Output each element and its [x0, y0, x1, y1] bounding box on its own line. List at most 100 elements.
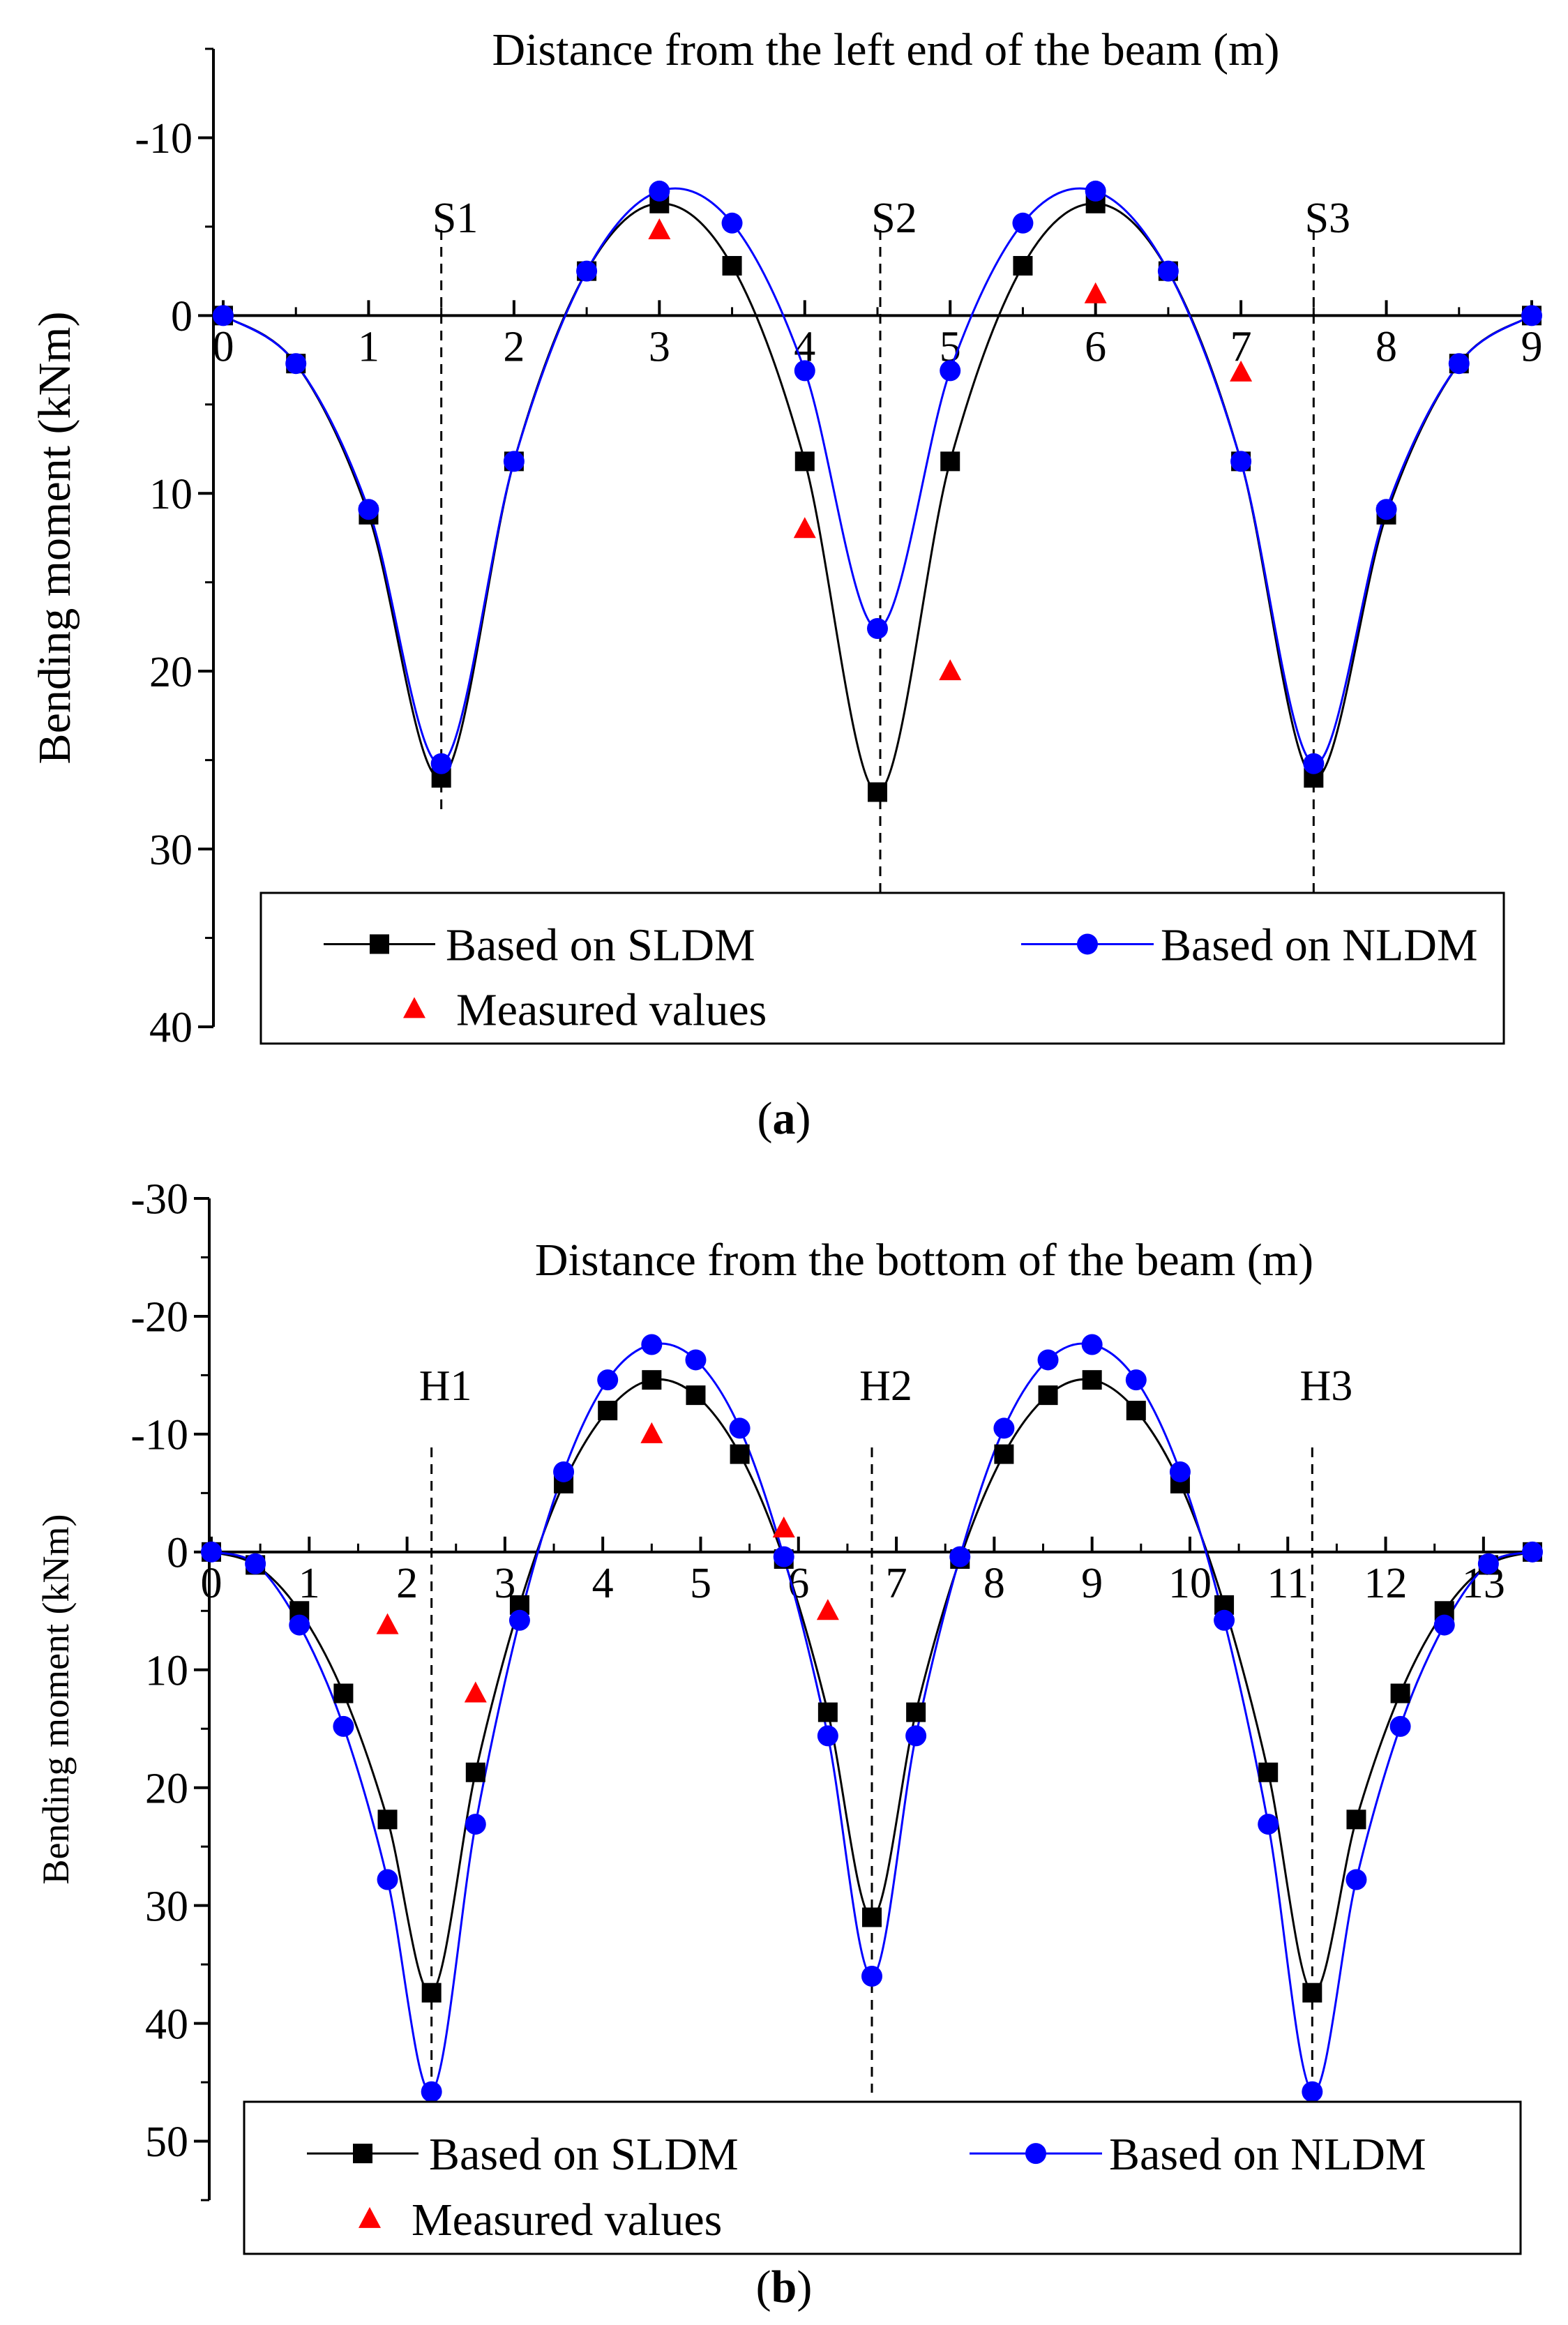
legend-marker-sldm — [370, 934, 389, 954]
nldm-point — [1230, 451, 1252, 472]
measured-point — [648, 218, 671, 240]
y-tick-label: 30 — [149, 827, 193, 874]
nldm-point — [245, 1553, 266, 1574]
sldm-point — [421, 1982, 442, 2003]
y-tick-label: 10 — [145, 1647, 188, 1694]
nldm-point — [794, 360, 815, 382]
sldm-point — [598, 1401, 618, 1421]
nldm-point — [553, 1461, 575, 1482]
y-tick-label: 10 — [149, 471, 193, 518]
sldm-point — [1038, 1385, 1058, 1406]
support-label: H3 — [1299, 1362, 1352, 1410]
x-tick-label: 12 — [1364, 1560, 1408, 1607]
sldm-point — [1346, 1809, 1366, 1830]
measured-point — [793, 517, 816, 539]
sldm-point — [862, 1907, 882, 1927]
nldm-point — [1521, 305, 1542, 326]
nldm-point — [1125, 1369, 1147, 1391]
nldm-point — [685, 1349, 707, 1371]
nldm-point — [213, 305, 234, 326]
measured-point — [816, 1599, 839, 1620]
legend-label-nldm: Based on NLDM — [1109, 2129, 1426, 2180]
nldm-point — [721, 212, 743, 234]
legend-marker-sldm — [353, 2144, 372, 2164]
nldm-point — [867, 618, 888, 640]
measured-point — [640, 1422, 663, 1443]
x-tick-label: 2 — [503, 323, 525, 370]
measured-point — [772, 1517, 795, 1538]
sldm-point — [730, 1444, 750, 1464]
legend-marker-measured — [359, 2206, 381, 2228]
chart-title: Distance from the left end of the beam (… — [492, 24, 1280, 75]
nldm-point — [1157, 260, 1179, 282]
y-tick-label: 0 — [167, 1530, 188, 1577]
y-tick-label: -10 — [135, 115, 193, 163]
nldm-point — [421, 2081, 442, 2102]
sldm-point — [686, 1385, 706, 1406]
sldm-point — [817, 1702, 838, 1722]
x-tick-label: 7 — [886, 1560, 907, 1607]
nldm-point — [1081, 1334, 1103, 1355]
legend-marker-measured — [403, 997, 425, 1018]
nldm-point — [1085, 180, 1106, 202]
series-line — [223, 202, 1532, 794]
sldm-point — [940, 451, 960, 472]
x-tick-label: 11 — [1267, 1560, 1309, 1607]
nldm-point — [1303, 753, 1325, 774]
support-label: H2 — [859, 1362, 912, 1410]
nldm-point — [1214, 1609, 1235, 1631]
x-tick-label: 8 — [983, 1560, 1005, 1607]
legend-box — [243, 2100, 1522, 2255]
sldm-point — [868, 782, 887, 802]
x-tick-label: 0 — [201, 1560, 223, 1607]
legend-marker-nldm — [1025, 2143, 1046, 2165]
nldm-point — [503, 451, 525, 472]
x-tick-label: 0 — [213, 323, 234, 370]
x-tick-label: 9 — [1081, 1560, 1103, 1607]
nldm-point — [905, 1725, 927, 1747]
legend-box — [259, 891, 1505, 1045]
sldm-point — [465, 1762, 485, 1782]
sldm-point — [333, 1683, 354, 1703]
nldm-point — [641, 1334, 663, 1355]
nldm-point — [817, 1725, 838, 1747]
nldm-point — [649, 180, 670, 202]
y-tick-label: 50 — [145, 2119, 188, 2166]
x-tick-label: 9 — [1521, 323, 1543, 370]
sldm-point — [642, 1370, 662, 1390]
measured-point — [1084, 282, 1107, 303]
panel-label: (b) — [756, 2262, 813, 2312]
nldm-point — [465, 1814, 486, 1835]
nldm-point — [358, 499, 379, 520]
nldm-point — [949, 1546, 971, 1567]
legend: Based on SLDM Based on NLDM Measured value… — [243, 2100, 1522, 2255]
nldm-point — [508, 1609, 530, 1631]
nldm-point — [1345, 1869, 1367, 1890]
nldm-point — [729, 1417, 751, 1439]
series-line — [223, 187, 1532, 765]
sldm-point — [1390, 1683, 1410, 1703]
sldm-point — [377, 1809, 398, 1830]
legend-label-nldm: Based on NLDM — [1161, 920, 1478, 971]
nldm-point — [1258, 1814, 1279, 1835]
sldm-point — [994, 1444, 1014, 1464]
nldm-point — [333, 1715, 354, 1737]
sldm-point — [722, 255, 742, 276]
y-tick-label: -30 — [130, 1176, 188, 1224]
nldm-point — [285, 353, 307, 375]
nldm-point — [1477, 1553, 1499, 1574]
support-label: S2 — [871, 195, 917, 242]
y-tick-label: -10 — [130, 1412, 188, 1459]
nldm-point — [993, 1417, 1015, 1439]
nldm-point — [1375, 499, 1397, 520]
y-tick-label: 20 — [149, 649, 193, 696]
nldm-point — [1389, 1715, 1411, 1737]
y-tick-label: -20 — [130, 1294, 188, 1341]
y-tick-label: 40 — [149, 1005, 193, 1052]
x-tick-label: 1 — [358, 323, 379, 370]
nldm-point — [377, 1869, 398, 1890]
x-tick-label: 6 — [1085, 323, 1106, 370]
measured-point — [376, 1613, 399, 1634]
